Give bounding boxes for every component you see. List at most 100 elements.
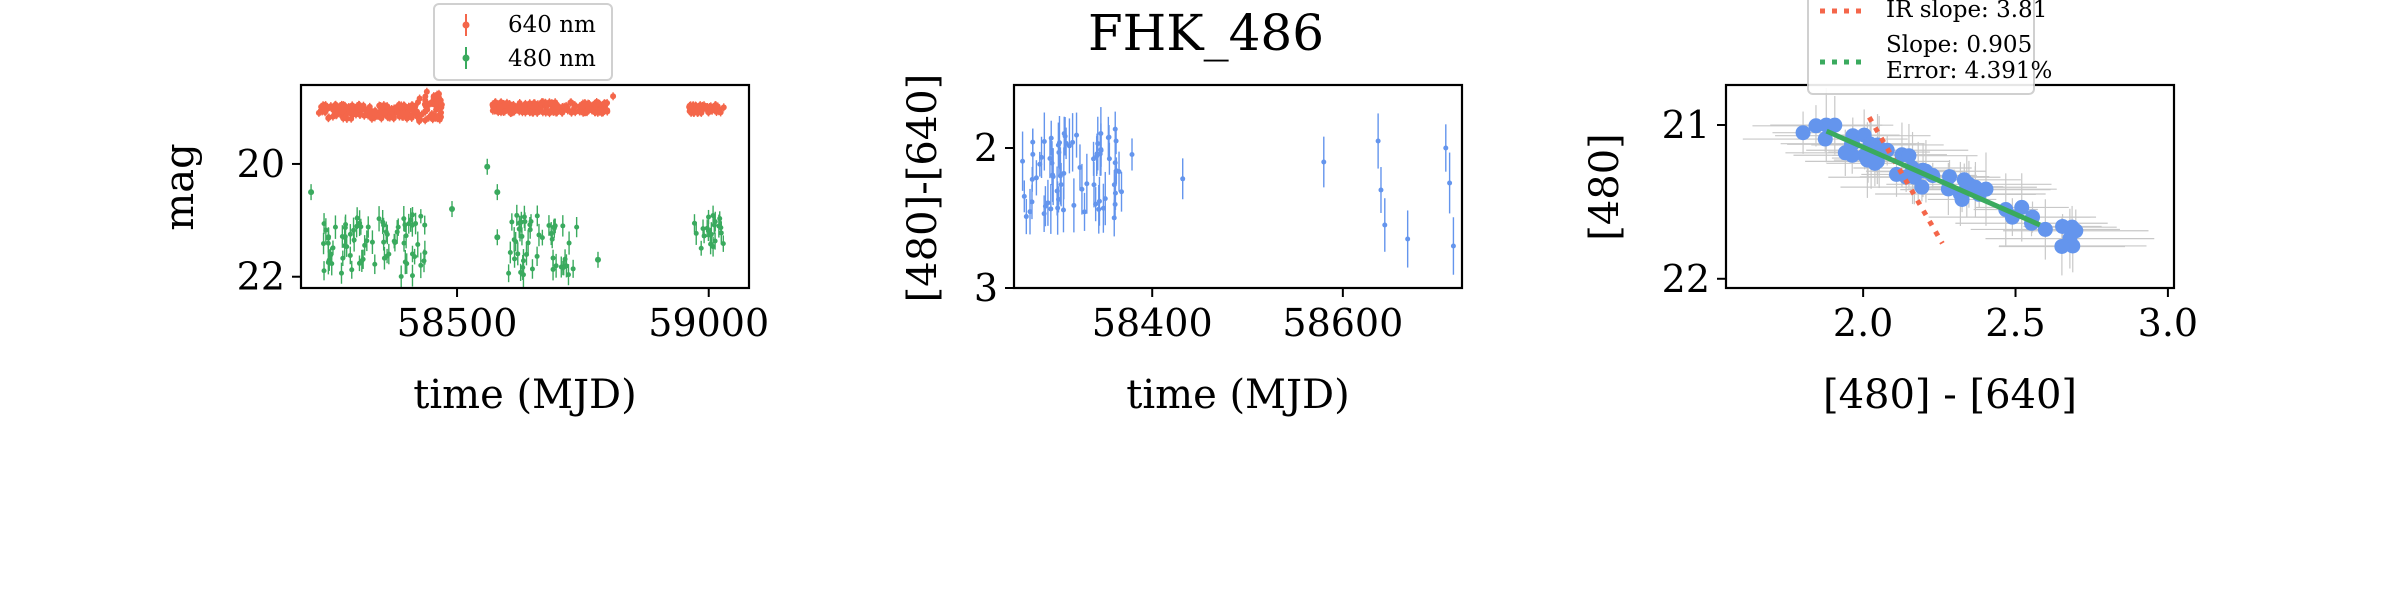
data-point: [395, 224, 401, 230]
data-point: [403, 233, 409, 239]
data-point: [515, 251, 521, 257]
data-point: [335, 105, 342, 112]
data-point: [339, 234, 345, 240]
x-tick-label: 58600: [1282, 301, 1403, 345]
data-point: [338, 270, 344, 276]
fit-slope-line: [1825, 128, 2041, 228]
data-point: [2068, 223, 2084, 239]
data-point: [376, 216, 382, 222]
data-point: [321, 107, 328, 114]
data-point: [1901, 148, 1917, 164]
data-point: [1021, 193, 1027, 199]
data-point: [708, 231, 714, 237]
data-point: [365, 224, 371, 230]
data-point: [691, 220, 697, 226]
data-point: [323, 227, 329, 233]
data-point: [1039, 154, 1045, 160]
color-curve-marks: [1020, 107, 1456, 275]
data-point: [422, 117, 429, 124]
data-point: [360, 256, 366, 262]
data-point: [1041, 139, 1047, 145]
data-point: [325, 259, 331, 265]
data-point: [1106, 134, 1112, 140]
data-point: [563, 105, 570, 112]
data-point: [705, 109, 712, 116]
data-point: [1111, 215, 1117, 221]
data-point: [364, 238, 370, 244]
data-point: [1033, 175, 1039, 181]
color-curve-x-label: time (MJD): [1126, 372, 1349, 418]
data-point: [1096, 206, 1102, 212]
ir-slope-line: [1867, 116, 1945, 245]
data-point: [380, 219, 386, 225]
data-point: [1050, 174, 1056, 180]
data-point: [543, 107, 550, 114]
data-point: [1079, 186, 1085, 192]
data-point: [720, 241, 726, 247]
data-point: [384, 103, 391, 110]
data-point: [580, 102, 587, 109]
data-point: [325, 115, 332, 122]
data-point: [1077, 164, 1083, 170]
data-point: [415, 116, 422, 123]
data-point: [1914, 179, 1930, 195]
data-point: [388, 106, 395, 113]
data-point: [512, 256, 518, 262]
data-point: [522, 100, 529, 107]
data-point: [1956, 172, 1972, 188]
data-point: [428, 110, 435, 117]
data-point: [698, 245, 704, 251]
data-point: [344, 244, 350, 250]
color-magnitude-legend: IR slope: 3.81 Slope: 0.905 Error: 4.391…: [1807, 0, 2052, 95]
data-point: [449, 206, 456, 213]
data-point: [534, 109, 541, 116]
data-point: [509, 219, 515, 225]
light-curve-x-label: time (MJD): [413, 372, 636, 418]
data-point: [491, 107, 498, 114]
data-point: [1817, 131, 1833, 147]
data-point: [436, 116, 443, 123]
data-point: [570, 266, 576, 272]
data-point: [1405, 236, 1411, 242]
color-magnitude-panel: 2.0 2.5 3.0 21 22 [480] - [640] [480] IR slo…: [1582, 0, 2198, 418]
data-point: [1942, 169, 1958, 185]
data-point: [321, 241, 327, 247]
data-point: [595, 100, 602, 107]
data-point: [1042, 203, 1048, 209]
data-point: [700, 226, 706, 232]
data-point: [423, 88, 430, 95]
data-point: [1113, 168, 1119, 174]
data-point: [1055, 196, 1061, 202]
x-tick-label: 2.0: [1833, 301, 1893, 345]
data-point: [523, 252, 529, 258]
data-point: [1023, 214, 1029, 220]
data-point: [484, 163, 491, 170]
data-point: [348, 115, 355, 122]
data-point: [372, 107, 379, 114]
data-point: [381, 109, 388, 116]
data-point: [603, 107, 610, 114]
color-magnitude-x-label: [480] - [640]: [1823, 372, 2077, 418]
data-point: [2054, 238, 2070, 254]
y-tick-label: 3: [974, 266, 998, 310]
data-point: [1074, 132, 1080, 138]
data-point: [356, 111, 363, 118]
data-point: [1808, 118, 1824, 134]
data-point: [601, 100, 608, 107]
data-point: [514, 212, 520, 218]
data-point: [534, 213, 540, 219]
data-point: [1091, 182, 1097, 188]
data-point: [536, 232, 542, 238]
legend-480-marker: [462, 54, 470, 62]
data-point: [548, 100, 555, 107]
light-curve-legend-box: [433, 3, 613, 81]
data-point: [414, 99, 421, 106]
data-point: [1321, 159, 1327, 165]
color-curve-title: FHK_486: [1088, 4, 1324, 62]
color-magnitude-marks: [1742, 88, 2155, 276]
data-point: [706, 214, 712, 220]
data-point: [705, 228, 711, 234]
data-point: [594, 256, 601, 263]
y-tick-label: 21: [1662, 103, 1710, 147]
